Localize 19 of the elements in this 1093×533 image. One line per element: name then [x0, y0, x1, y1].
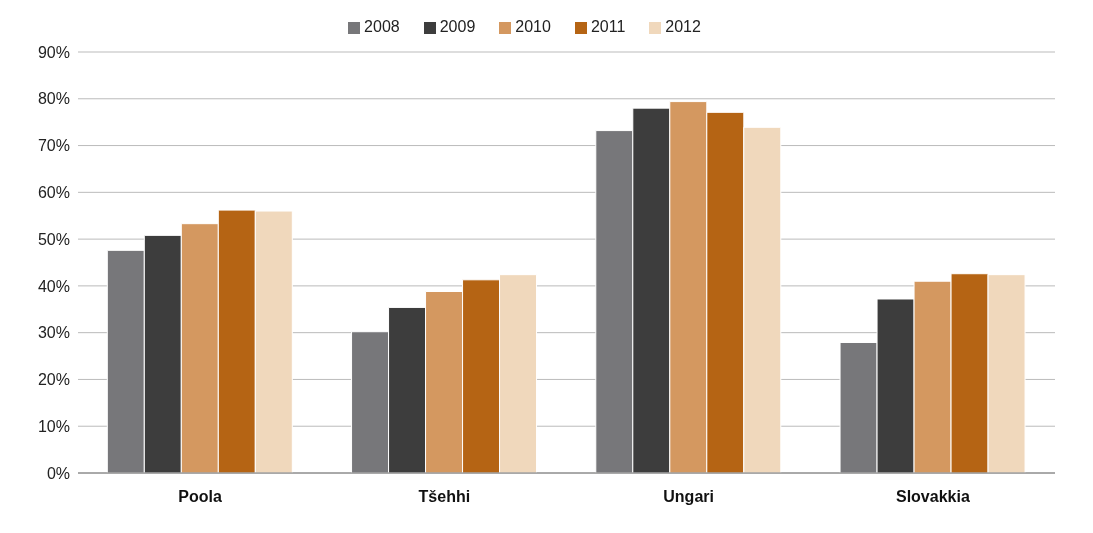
y-tick-label: 60%	[37, 184, 70, 202]
legend-label: 2010	[515, 18, 551, 35]
x-tick-label: Tšehhi	[418, 488, 471, 506]
x-tick-label: Slovakkia	[895, 488, 970, 506]
y-tick-label: 10%	[37, 417, 70, 435]
legend-label: 2009	[439, 18, 476, 35]
y-tick-label: 0%	[46, 464, 70, 482]
y-tick-label: 20%	[37, 371, 70, 389]
y-tick-label: 40%	[37, 277, 70, 295]
y-tick-label: 90%	[37, 43, 70, 61]
legend-label: 2012	[665, 18, 701, 35]
legend-label: 2008	[364, 18, 400, 35]
y-tick-label: 30%	[37, 324, 70, 342]
y-tick-label: 70%	[37, 137, 70, 155]
x-tick-label: Ungari	[663, 488, 714, 506]
legend-label: 2011	[590, 18, 626, 35]
y-tick-label: 50%	[37, 230, 70, 248]
y-tick-label: 80%	[37, 90, 70, 108]
x-tick-label: Poola	[178, 488, 223, 506]
